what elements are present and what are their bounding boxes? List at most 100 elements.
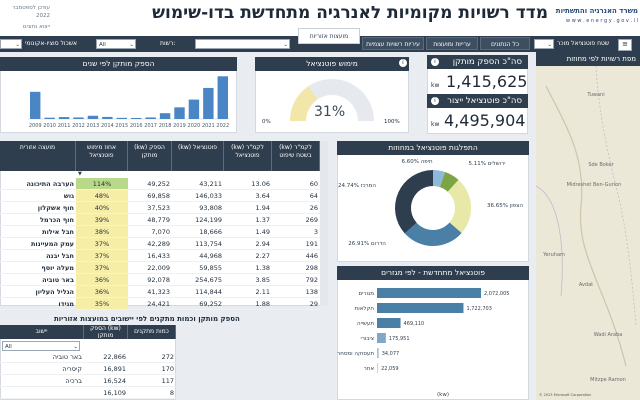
donut-label: 5.11% ירושלים	[469, 160, 506, 167]
installed-kpi-header: סה"כ הספק מותקן i	[427, 55, 528, 69]
regional-map[interactable]: Tuwani Sde Boker Midreshet Ben-Gurion Yeruh…	[536, 66, 640, 400]
filter-dropdown-4[interactable]: ⌄	[534, 39, 554, 49]
years-bar-chart: 2009 2010 2011 2012 2013 2014 2015 2016 2017 2018…	[28, 76, 230, 129]
table-row[interactable]: הגליל העליון 36% 41,323 114,844 2.11 138	[0, 285, 320, 298]
year-tick-label: 2013	[87, 123, 100, 129]
filter-label-authority: רשות:	[160, 40, 176, 47]
tab-all-data[interactable]: כל הנתונים	[480, 37, 530, 50]
sector-bar[interactable]	[377, 318, 401, 328]
table-row[interactable]: גוש 48% 69,858 146,033 3.64 64	[0, 189, 320, 202]
table-row[interactable]: 16,109 8	[0, 386, 176, 399]
filter-dropdown-1[interactable]: ⌄	[0, 39, 22, 49]
year-bar[interactable]	[102, 116, 113, 119]
settlement-name	[0, 386, 84, 399]
year-tick-label: 2012	[72, 123, 85, 129]
table-cell: 39%	[76, 213, 128, 226]
year-bar[interactable]	[58, 117, 70, 119]
donut-slice[interactable]	[404, 222, 462, 246]
tab-regional-councils[interactable]: מועצות אזוריות	[298, 28, 360, 44]
year-bar[interactable]	[73, 117, 84, 119]
council-name: עמק המעיינות	[0, 237, 76, 250]
table-row[interactable]: מעלה יוסף 37% 22,009 59,855 1.38 298	[0, 261, 320, 274]
table-cell: 1.37	[224, 213, 272, 226]
col-header-installed[interactable]: (kw) הספק מותקן	[128, 141, 172, 171]
tab-municipalities[interactable]: ערייות ומועצות	[426, 37, 478, 50]
table-row[interactable]: ברכיה 16,524 117	[0, 374, 176, 387]
col-header-potential[interactable]: (kw) פוטנציאל	[172, 141, 224, 171]
sector-label: אחר	[364, 366, 375, 372]
donut-slice[interactable]	[439, 171, 459, 192]
col-header-jurisdiction[interactable]: (kw) לקמ"ר בשטח שיפוט	[272, 141, 320, 171]
table-cell: 1.38	[224, 261, 272, 274]
year-bar[interactable]	[30, 91, 41, 119]
table-row[interactable]: חבל יבנה 37% 16,433 44,968 2.27 446	[0, 249, 320, 262]
year-bar[interactable]	[87, 115, 99, 119]
year-tick-label: 2020	[188, 123, 201, 129]
sector-bar[interactable]	[377, 303, 464, 313]
info-icon[interactable]: i	[399, 59, 407, 67]
sector-bar[interactable]	[377, 348, 379, 358]
update-date-text: עודכן לספטמבר 2022	[12, 5, 50, 19]
table-cell: 42,289	[128, 237, 172, 250]
year-bar[interactable]	[174, 107, 185, 119]
gauge-min: 0%	[262, 119, 271, 125]
table-row[interactable]: באר טוביה 36% 92,078 254,675 3.85 792	[0, 273, 320, 286]
settlements-table: באר טוביה 22,866 272 קיסריה 16,891 170 ברכיה 16…	[0, 351, 176, 399]
col-header-bottom-installed[interactable]: הספק (kw) מותקן	[84, 325, 128, 339]
col-header-council[interactable]: מועצה אזורית	[0, 141, 76, 171]
col-header-realization[interactable]: אחוז מימוש פוטנציאל	[76, 141, 128, 171]
table-row[interactable]: חוף הכרמל 39% 48,779 124,199 1.37 269	[0, 213, 320, 226]
realization-gauge	[290, 79, 374, 121]
settlement-dropdown[interactable]: All ⌄	[2, 341, 80, 351]
map-place-label: Tuwani	[586, 92, 604, 98]
year-bar[interactable]	[159, 113, 171, 119]
year-bar[interactable]	[203, 87, 214, 119]
year-bar[interactable]	[116, 117, 127, 119]
filter-dropdown-3[interactable]: ⌄	[195, 39, 290, 49]
info-icon[interactable]: i	[431, 58, 439, 66]
table-cell: 37%	[76, 261, 128, 274]
table-cell: 22,866	[84, 351, 128, 363]
filter-label-socio: אשכול סוציו-אקונומי	[25, 40, 77, 47]
sector-bar[interactable]	[377, 363, 379, 373]
table-cell: 1.88	[224, 297, 272, 310]
table-row[interactable]: עמק המעיינות 37% 42,289 113,754 2.94 191	[0, 237, 320, 250]
sector-bar[interactable]	[377, 288, 481, 298]
donut-slice[interactable]	[433, 170, 445, 188]
table-row[interactable]: הערבה התיכונה 114% 49,252 43,211 13.06 60	[0, 178, 320, 190]
potential-kpi-unit: kw	[431, 121, 440, 128]
tab-independent-authorities[interactable]: עיריות רשויות עצמיות	[362, 37, 424, 50]
col-header-settlement[interactable]: יישוב	[0, 325, 84, 339]
filter-icon[interactable]: ≡	[618, 39, 632, 51]
map-credit: © 2023 Microsoft Corporation	[539, 393, 591, 397]
year-bar[interactable]	[188, 99, 200, 119]
table-cell: 41,323	[128, 285, 172, 298]
authority-dropdown[interactable]: All ⌄	[96, 39, 136, 49]
sector-value-label: 34,077	[382, 351, 400, 357]
table-scrollbar[interactable]	[320, 141, 328, 306]
donut-label: 24.74% המרכז	[338, 183, 376, 189]
sector-label: תעסוקה ומסחר	[337, 351, 374, 357]
sector-bar[interactable]	[377, 333, 386, 343]
year-bar[interactable]	[217, 76, 228, 119]
year-tick-label: 2015	[115, 123, 128, 129]
table-row[interactable]: באר טוביה 22,866 272	[0, 351, 176, 363]
export-data-link[interactable]: ייצוא נתונים	[22, 24, 50, 30]
table-row[interactable]: חבל אילות 38% 7,070 18,666 1.49 3	[0, 225, 320, 238]
donut-slice[interactable]	[447, 179, 471, 234]
col-header-count[interactable]: כמות מתקנים	[128, 325, 176, 339]
table-row[interactable]: מגידו 35% 24,421 69,252 1.88 29	[0, 297, 320, 310]
year-bar[interactable]	[44, 117, 55, 119]
table-cell: 191	[272, 237, 320, 250]
donut-slice[interactable]	[395, 170, 433, 234]
info-icon[interactable]: i	[431, 97, 439, 105]
council-name: גוש	[0, 189, 76, 202]
table-row[interactable]: קיסריה 16,891 170	[0, 362, 176, 375]
year-bar[interactable]	[131, 117, 142, 119]
col-header-per-km[interactable]: (kw) לקמ"ר פוטנציאל	[224, 141, 272, 171]
table-cell: 22,009	[128, 261, 172, 274]
sort-desc-icon[interactable]: ▼	[78, 171, 82, 177]
table-row[interactable]: חוף אשקלון 40% 37,523 93,808 1.94 26	[0, 201, 320, 214]
year-bar[interactable]	[145, 117, 156, 119]
map-road	[545, 85, 627, 367]
